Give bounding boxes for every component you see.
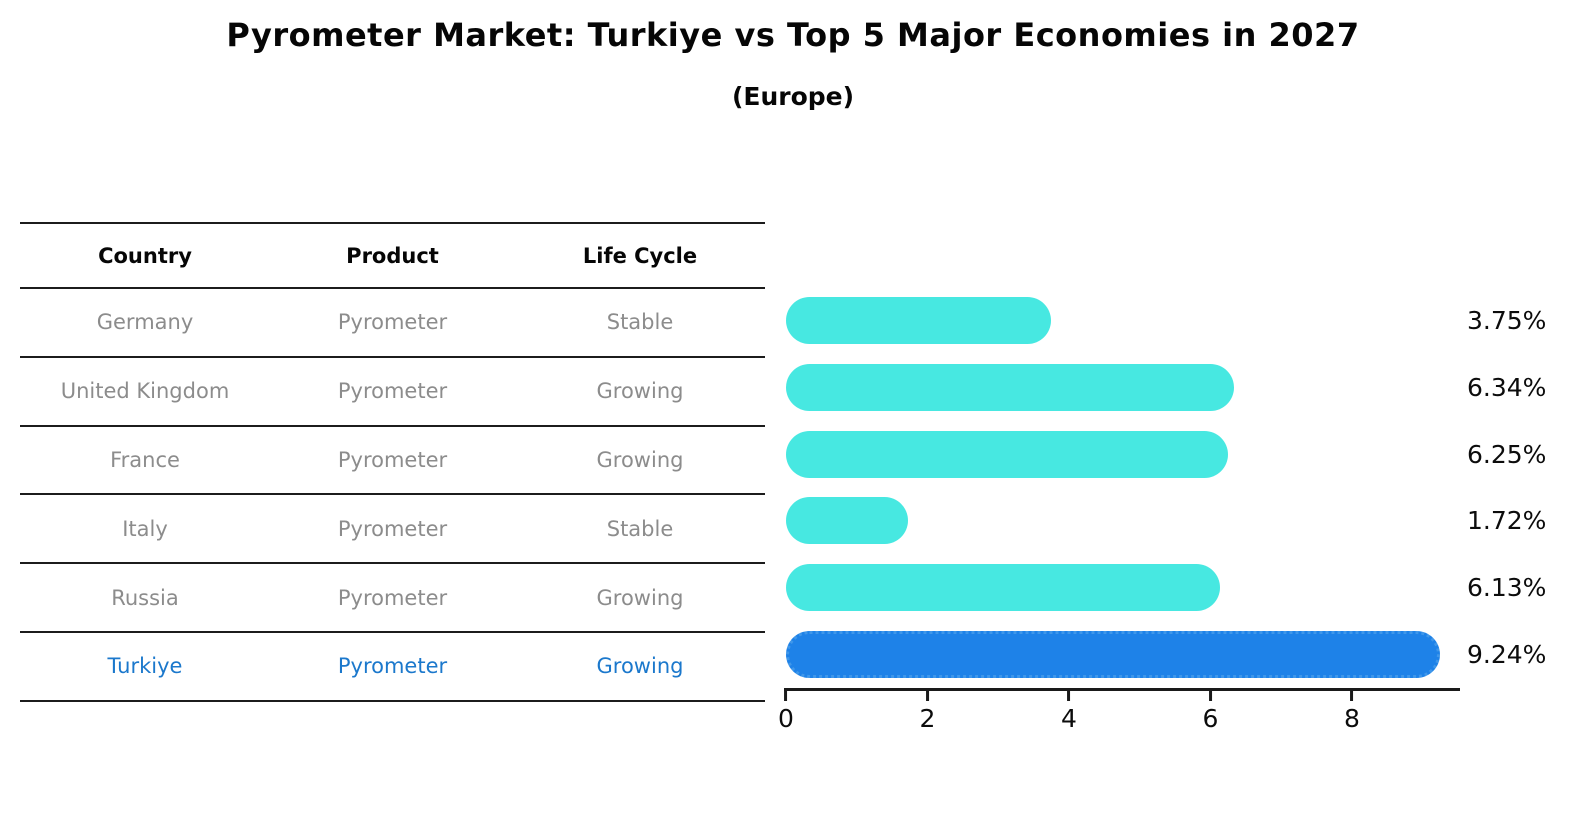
table-row-italy: Italy Pyrometer Stable [20,495,765,565]
value-label-italy: 1.72% [1467,506,1547,536]
value-label-russia: 6.13% [1467,573,1547,603]
tick-mark [1208,691,1212,701]
tick-mark [784,691,788,701]
table-row-united-kingdom: United Kingdom Pyrometer Growing [20,358,765,427]
product-cell: Pyrometer [337,516,448,541]
bar-italy [786,497,908,545]
value-label-turkiye: 9.24% [1467,640,1547,670]
bar-row [786,354,1458,421]
life-cycle-cell: Stable [606,310,674,335]
country-table: Country Product Life Cycle Germany Pyrom… [20,222,765,702]
table-row-germany: Germany Pyrometer Stable [20,289,765,358]
value-labels-column: 3.75% 6.34% 6.25% 1.72% 6.13% 9.24% [1467,287,1577,688]
x-axis-ticks: 0 2 4 6 8 [778,691,1458,741]
column-header-product: Product [346,243,439,268]
bar-united-kingdom [786,363,1235,411]
value-label-france: 6.25% [1467,439,1547,469]
country-cell: Italy [122,516,168,541]
x-tick-label: 4 [1060,704,1077,733]
life-cycle-cell: Growing [596,379,684,404]
x-tick: 8 [1344,691,1360,733]
country-cell: Germany [96,310,194,335]
tick-mark [1350,691,1354,701]
life-cycle-cell: Stable [606,516,674,541]
chart-subtitle: (Europe) [731,82,855,111]
x-tick-label: 2 [919,704,936,733]
chart-title: Pyrometer Market: Turkiye vs Top 5 Major… [226,16,1360,54]
bar-turkiye-highlighted [786,631,1440,679]
x-tick-label: 0 [778,704,794,733]
x-tick: 6 [1202,691,1218,733]
country-cell: United Kingdom [60,379,230,404]
x-tick-label: 8 [1343,704,1360,733]
bar-france [786,430,1229,478]
country-cell: Russia [111,585,179,610]
bar-chart-plot-area [786,287,1458,688]
table-row-france: France Pyrometer Growing [20,427,765,496]
life-cycle-cell: Growing [596,654,684,679]
table-row-turkiye: Turkiye Pyrometer Growing [20,633,765,702]
country-cell: Turkiye [107,654,183,679]
x-tick: 4 [1061,691,1077,733]
bar-row [786,421,1458,488]
x-tick: 0 [778,691,794,733]
bar-germany [786,296,1052,344]
x-tick: 2 [919,691,936,733]
tick-mark [1067,691,1071,701]
product-cell: Pyrometer [337,379,448,404]
column-header-country: Country [98,243,192,268]
product-cell: Pyrometer [337,585,448,610]
x-axis-line [784,688,1460,691]
product-cell: Pyrometer [337,310,448,335]
value-label-germany: 3.75% [1467,305,1547,335]
bar-row [786,621,1458,688]
column-header-life-cycle: Life Cycle [582,243,698,268]
bar-row [786,554,1458,621]
value-label-united-kingdom: 6.34% [1467,372,1547,402]
product-cell: Pyrometer [337,654,448,679]
life-cycle-cell: Growing [596,585,684,610]
table-header-row: Country Product Life Cycle [20,222,765,289]
x-tick-label: 6 [1202,704,1219,733]
country-cell: France [110,447,180,472]
tick-mark [925,691,929,701]
bar-russia [786,564,1220,612]
table-row-russia: Russia Pyrometer Growing [20,564,765,633]
life-cycle-cell: Growing [596,447,684,472]
product-cell: Pyrometer [337,447,448,472]
bar-row [786,287,1458,354]
bar-row [786,487,1458,554]
